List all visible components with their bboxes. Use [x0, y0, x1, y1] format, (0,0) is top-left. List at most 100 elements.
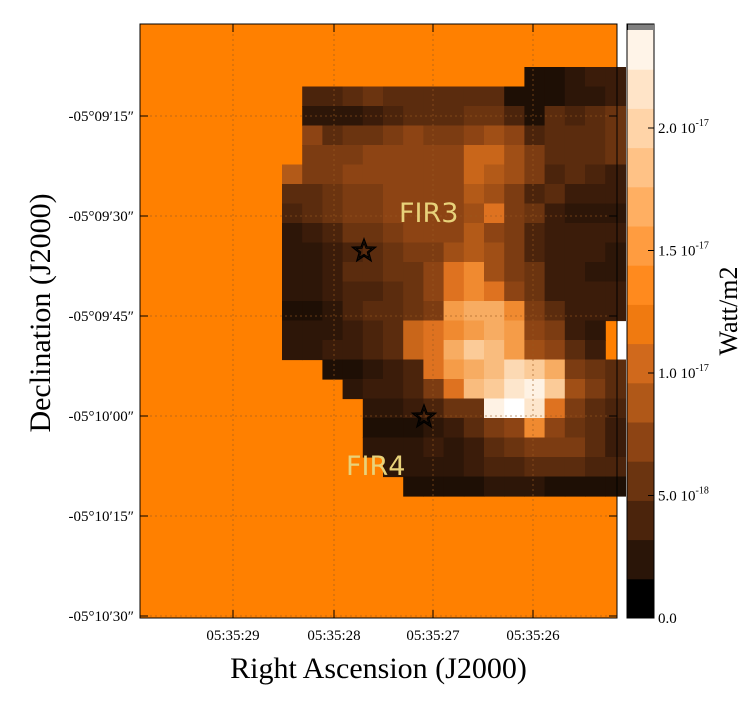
source-label: FIR4 — [346, 451, 405, 482]
map-pixel — [484, 398, 505, 419]
map-pixel — [605, 281, 626, 302]
map-pixel — [302, 242, 323, 263]
map-pixel — [342, 125, 364, 146]
map-pixel — [484, 359, 505, 380]
map-pixel — [362, 223, 384, 244]
map-pixel — [605, 476, 626, 497]
map-pixel — [564, 320, 586, 341]
map-pixel — [524, 67, 546, 88]
star-marker-inner — [415, 407, 433, 425]
map-pixel — [524, 281, 546, 302]
map-pixel — [524, 203, 546, 224]
map-pixel — [585, 320, 606, 341]
grid — [140, 24, 617, 618]
map-pixel — [282, 262, 303, 283]
map-pixel — [585, 340, 606, 361]
map-pixel — [362, 437, 384, 458]
map-pixel — [342, 359, 364, 380]
colorbar-tick-label: 2.0 10-17 — [658, 118, 709, 137]
map-pixel — [383, 203, 404, 224]
source-label: FIR3 — [399, 198, 458, 229]
map-pixel — [423, 476, 445, 497]
colorbar-segment — [627, 382, 654, 423]
map-pixel — [585, 476, 606, 497]
map-pixel — [463, 106, 485, 127]
map-pixel — [524, 457, 546, 478]
map-pixel — [463, 145, 485, 166]
map-pixel — [524, 437, 546, 458]
map-pixel — [463, 437, 485, 458]
map-pixel — [403, 340, 424, 361]
map-pixel — [302, 203, 323, 224]
map-pixel — [443, 476, 465, 497]
map-pixel — [342, 340, 364, 361]
map-pixel — [463, 223, 485, 244]
map-pixel — [504, 242, 525, 263]
map-pixel — [524, 184, 546, 205]
map-pixel — [605, 379, 626, 400]
map-pixel — [544, 418, 566, 439]
map-pixel — [463, 184, 485, 205]
map-pixel — [524, 398, 546, 419]
map-pixel — [585, 281, 606, 302]
map-pixel — [383, 359, 404, 380]
map-pixel — [524, 106, 546, 127]
map-pixel — [605, 145, 626, 166]
map-pixel — [544, 437, 566, 458]
map-pixel — [362, 106, 384, 127]
map-pixel — [322, 359, 344, 380]
map-pixel — [585, 67, 606, 88]
map-pixel — [504, 86, 525, 107]
map-pixel — [484, 106, 505, 127]
map-pixel — [463, 476, 485, 497]
map-pixel — [342, 184, 364, 205]
map-pixel — [564, 398, 586, 419]
map-pixel — [524, 340, 546, 361]
map-pixel — [423, 320, 445, 341]
colorbar-segment — [627, 147, 654, 188]
map-pixel — [524, 145, 546, 166]
colorbar-tick-label: 5.0 10-18 — [658, 486, 709, 505]
map-pixel — [484, 418, 505, 439]
map-pixel — [383, 437, 404, 458]
map-pixel — [605, 301, 626, 322]
map-pixel — [484, 242, 505, 263]
map-pixel — [585, 203, 606, 224]
map-pixel — [585, 437, 606, 458]
y-tick-label: -05°09′45″ — [68, 309, 134, 325]
map-pixel — [403, 379, 424, 400]
map-pixel — [463, 418, 485, 439]
map-pixel — [282, 242, 303, 263]
map-pixel — [443, 86, 465, 107]
map-pixel — [585, 457, 606, 478]
map-pixel — [504, 145, 525, 166]
colorbar-segment — [627, 500, 654, 541]
map-pixel — [484, 457, 505, 478]
map-pixel — [504, 418, 525, 439]
map-pixel — [383, 418, 404, 439]
map-pixel — [362, 262, 384, 283]
map-pixel — [403, 203, 424, 224]
map-pixel — [544, 262, 566, 283]
map-pixel — [423, 86, 445, 107]
map-pixel — [524, 262, 546, 283]
colorbar-tick-label: 0.0 — [658, 611, 677, 627]
map-pixel — [443, 457, 465, 478]
map-pixel — [605, 359, 626, 380]
map-pixel — [463, 301, 485, 322]
map-pixel — [463, 398, 485, 419]
map-pixel — [342, 223, 364, 244]
map-pixel — [564, 379, 586, 400]
colorbar-segment — [627, 422, 654, 462]
map-pixel — [423, 437, 445, 458]
map-pixel — [564, 281, 586, 302]
map-pixel — [403, 418, 424, 439]
map-pixel — [564, 125, 586, 146]
map-pixel — [403, 457, 424, 478]
map-pixel — [585, 86, 606, 107]
map-pixel — [524, 223, 546, 244]
map-pixel — [302, 320, 323, 341]
map-pixel — [484, 320, 505, 341]
map-pixel — [443, 145, 465, 166]
x-axis: 05:35:29 05:35:28 05:35:27 05:35:26 — [206, 24, 560, 644]
